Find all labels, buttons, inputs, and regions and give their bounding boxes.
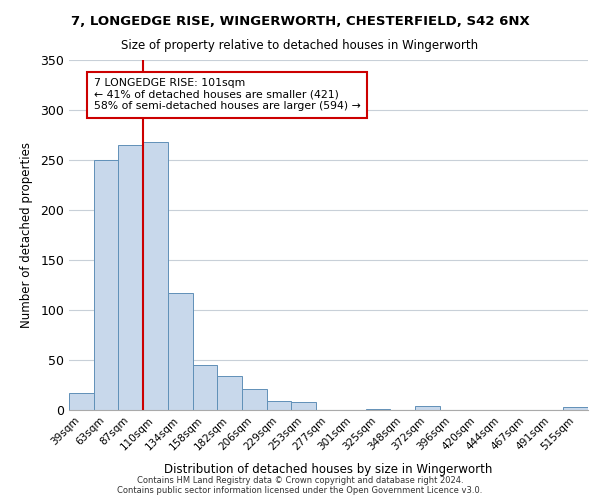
Bar: [415, 406, 440, 410]
X-axis label: Distribution of detached houses by size in Wingerworth: Distribution of detached houses by size …: [164, 463, 493, 476]
Text: Size of property relative to detached houses in Wingerworth: Size of property relative to detached ho…: [121, 39, 479, 52]
Bar: [143, 142, 168, 410]
Bar: [69, 393, 94, 410]
Bar: [168, 293, 193, 410]
Bar: [365, 409, 390, 410]
Bar: [267, 401, 292, 410]
Bar: [292, 402, 316, 410]
Text: Contains public sector information licensed under the Open Government Licence v3: Contains public sector information licen…: [118, 486, 482, 495]
Bar: [94, 160, 118, 410]
Y-axis label: Number of detached properties: Number of detached properties: [20, 142, 34, 328]
Bar: [217, 376, 242, 410]
Text: Contains HM Land Registry data © Crown copyright and database right 2024.: Contains HM Land Registry data © Crown c…: [137, 476, 463, 485]
Bar: [118, 145, 143, 410]
Text: 7 LONGEDGE RISE: 101sqm
← 41% of detached houses are smaller (421)
58% of semi-d: 7 LONGEDGE RISE: 101sqm ← 41% of detache…: [94, 78, 361, 111]
Bar: [193, 365, 217, 410]
Bar: [563, 407, 588, 410]
Bar: [242, 389, 267, 410]
Text: 7, LONGEDGE RISE, WINGERWORTH, CHESTERFIELD, S42 6NX: 7, LONGEDGE RISE, WINGERWORTH, CHESTERFI…: [71, 15, 529, 28]
